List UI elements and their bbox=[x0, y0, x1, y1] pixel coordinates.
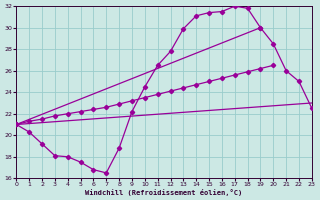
X-axis label: Windchill (Refroidissement éolien,°C): Windchill (Refroidissement éolien,°C) bbox=[85, 189, 243, 196]
